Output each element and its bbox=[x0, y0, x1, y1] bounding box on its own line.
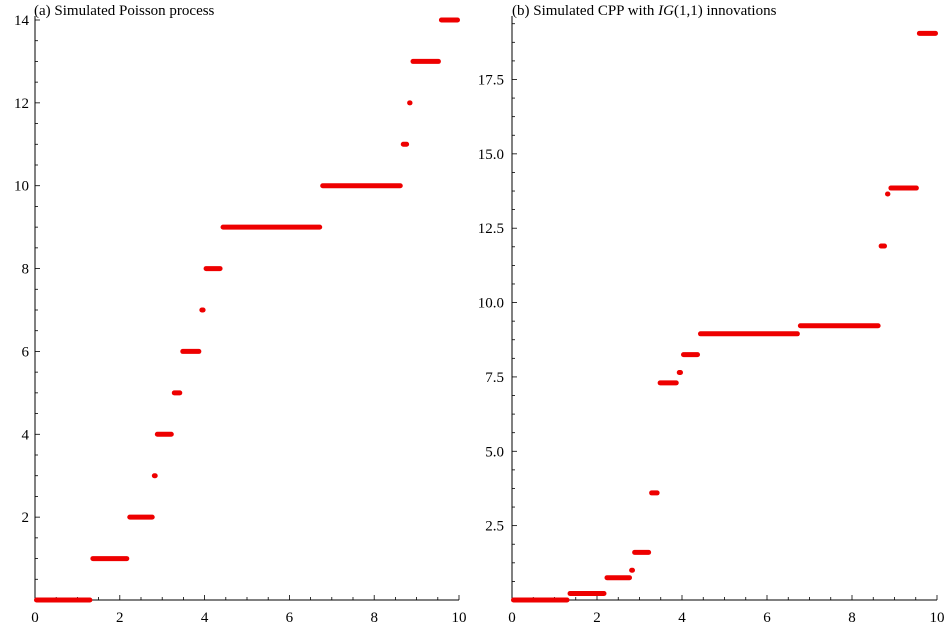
panel-b: (b) Simulated CPP with IG(1,1) innovatio… bbox=[478, 3, 945, 626]
y-tick-label: 2 bbox=[22, 510, 30, 526]
y-tick-label: 15.0 bbox=[478, 147, 504, 163]
panel-b-y-axis: 2.5 5.0 7.5 10.0 12.5 15.0 17.5 bbox=[478, 16, 517, 600]
y-tick-label: 10.0 bbox=[478, 296, 504, 312]
panel-b-steps bbox=[511, 30, 938, 603]
y-tick-label: 6 bbox=[22, 344, 30, 360]
panel-b-x-axis: 0 2 4 6 8 10 bbox=[508, 595, 945, 626]
y-tick-label: 7.5 bbox=[485, 370, 504, 386]
y-tick-label: 10 bbox=[14, 179, 29, 195]
x-tick-label: 4 bbox=[678, 610, 686, 626]
panel-a-y-axis: 2 4 6 8 10 12 14 bbox=[14, 13, 40, 600]
x-tick-label: 10 bbox=[452, 610, 467, 626]
y-tick-label: 17.5 bbox=[478, 72, 504, 88]
y-tick-label: 2.5 bbox=[485, 519, 504, 535]
x-tick-label: 10 bbox=[930, 610, 945, 626]
panel-b-title-italic: IG bbox=[657, 3, 674, 19]
panel-b-title-prefix: (b) Simulated CPP with bbox=[512, 3, 658, 19]
y-tick-label: 4 bbox=[22, 427, 30, 443]
panel-a: (a) Simulated Poisson process 0 2 4 6 8 10 2 4… bbox=[14, 3, 467, 626]
x-tick-label: 0 bbox=[31, 610, 39, 626]
panel-a-x-axis: 0 2 4 6 8 10 bbox=[31, 595, 467, 626]
x-tick-label: 6 bbox=[763, 610, 771, 626]
panel-a-title: (a) Simulated Poisson process bbox=[34, 3, 215, 19]
x-tick-label: 6 bbox=[286, 610, 294, 626]
panel-b-title-suffix: (1,1) innovations bbox=[674, 3, 777, 19]
panel-a-steps bbox=[34, 17, 460, 603]
y-tick-label: 8 bbox=[22, 262, 30, 278]
x-tick-label: 0 bbox=[508, 610, 516, 626]
x-tick-label: 8 bbox=[848, 610, 856, 626]
x-tick-label: 2 bbox=[116, 610, 124, 626]
panel-b-title: (b) Simulated CPP with IG(1,1) innovatio… bbox=[512, 3, 777, 19]
x-tick-label: 2 bbox=[593, 610, 601, 626]
y-tick-label: 12.5 bbox=[478, 221, 504, 237]
x-tick-label: 4 bbox=[201, 610, 209, 626]
y-tick-label: 5.0 bbox=[485, 444, 504, 460]
y-tick-label: 14 bbox=[14, 13, 30, 29]
x-tick-label: 8 bbox=[370, 610, 378, 626]
y-tick-label: 12 bbox=[14, 96, 29, 112]
